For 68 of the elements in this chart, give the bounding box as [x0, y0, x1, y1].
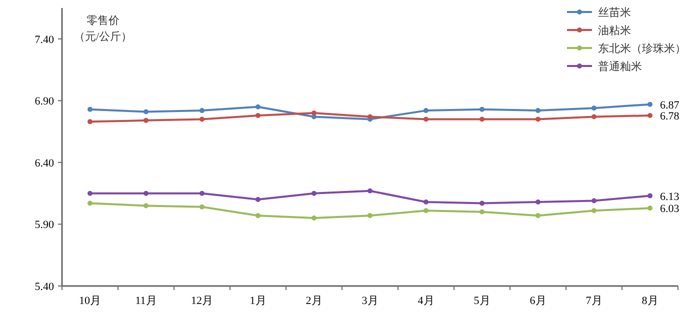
legend-label: 油粘米 [598, 24, 631, 37]
point [592, 106, 596, 111]
point [144, 109, 148, 114]
x-tick-label: 8月 [642, 295, 658, 307]
point [480, 116, 484, 122]
point [312, 190, 316, 196]
point [368, 114, 372, 120]
point [312, 216, 316, 221]
legend-label: 丝苗米 [598, 6, 631, 19]
point [424, 199, 428, 204]
point [88, 119, 92, 124]
point [200, 116, 204, 122]
point [144, 190, 148, 196]
point [368, 188, 372, 194]
y-tick-label: 5.90 [34, 219, 54, 232]
y-tick-label: 6.40 [34, 157, 54, 170]
x-tick-label: 5月 [474, 295, 490, 307]
point [536, 199, 540, 204]
point [648, 112, 652, 118]
point [536, 213, 540, 218]
x-tick-label: 7月 [586, 295, 602, 307]
point [256, 197, 260, 202]
point [144, 203, 148, 208]
x-tick-label: 2月 [306, 295, 322, 307]
point [88, 190, 92, 196]
data-label: 6.03 [660, 203, 680, 216]
y-axis-title: 零售价 [86, 15, 120, 27]
point [480, 200, 484, 206]
point [648, 206, 652, 211]
x-tick-label: 1月 [250, 295, 266, 307]
point [256, 213, 260, 218]
point [312, 110, 316, 116]
point [424, 108, 428, 114]
point [480, 209, 484, 214]
point [256, 104, 260, 110]
point [200, 108, 204, 114]
point [256, 112, 260, 118]
point [88, 106, 92, 112]
x-tick-label: 4月 [418, 295, 434, 307]
x-tick-label: 6月 [530, 295, 546, 307]
legend-label: 普通籼米 [598, 60, 642, 73]
point [536, 116, 540, 122]
point [368, 213, 372, 218]
legend-label: 东北米（珍珠米） [598, 42, 686, 55]
data-label: 6.78 [660, 110, 680, 122]
x-tick-label: 11月 [135, 295, 157, 307]
point [536, 108, 540, 114]
data-label: 6.87 [660, 99, 680, 112]
x-tick-label: 12月 [191, 295, 213, 307]
x-tick-label: 3月 [362, 295, 378, 307]
y-tick-label: 7.40 [34, 34, 54, 46]
annotation: （元/公斤） [74, 30, 132, 43]
point [424, 116, 428, 122]
point [424, 208, 428, 214]
data-label: 6.13 [660, 190, 680, 203]
point [144, 118, 148, 123]
point [592, 198, 596, 204]
point [200, 190, 204, 196]
point [200, 204, 204, 210]
y-tick-label: 5.40 [34, 281, 54, 293]
point [648, 193, 652, 198]
point [592, 114, 596, 120]
x-tick-label: 10月 [79, 295, 101, 307]
y-tick-label: 6.90 [34, 96, 54, 108]
point [648, 102, 652, 107]
point [480, 106, 484, 112]
point [88, 200, 92, 206]
point [592, 208, 596, 214]
